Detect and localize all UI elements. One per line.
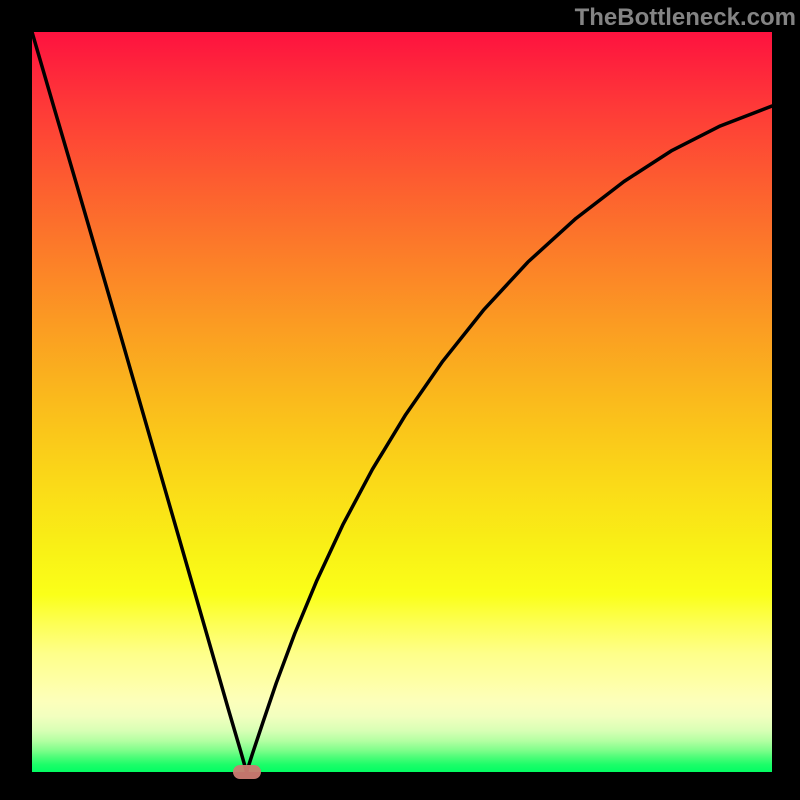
minimum-marker (233, 765, 261, 779)
watermark-text: TheBottleneck.com (575, 4, 796, 32)
chart-frame: TheBottleneck.com (0, 0, 800, 800)
gradient-and-curve (32, 32, 772, 772)
plot-area (32, 32, 772, 772)
